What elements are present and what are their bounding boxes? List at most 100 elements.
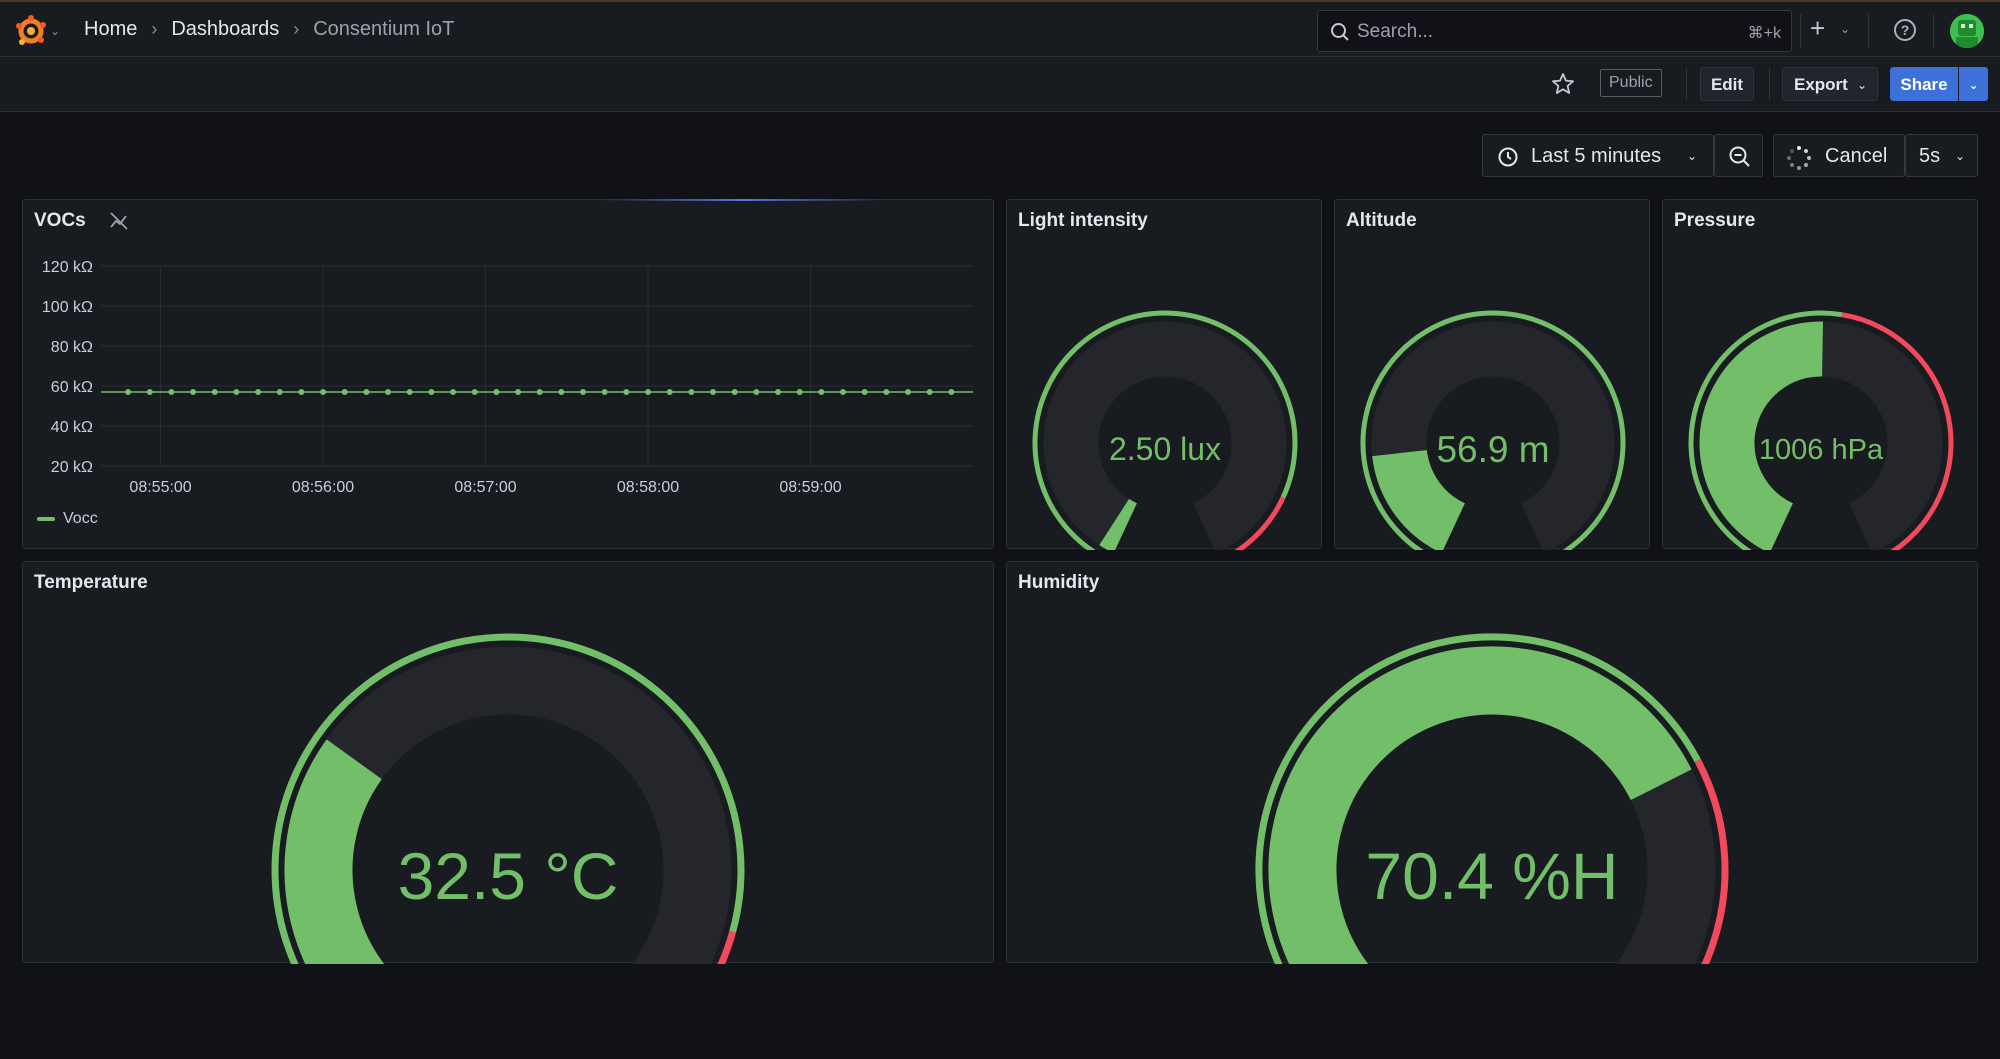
star-icon[interactable] xyxy=(1551,72,1575,96)
threshold-ring-ok xyxy=(1360,310,1626,550)
threshold-ring-alert xyxy=(717,930,737,964)
data-point[interactable] xyxy=(905,389,912,395)
threshold-ring-ok xyxy=(271,633,745,964)
data-point[interactable] xyxy=(948,389,955,395)
pressure-gauge: 1006 hPa xyxy=(1688,310,1954,550)
panel-temperature[interactable]: Temperature 32.5 °C xyxy=(22,561,994,964)
data-point[interactable] xyxy=(818,389,825,395)
data-point[interactable] xyxy=(688,389,695,395)
data-point[interactable] xyxy=(580,389,587,395)
data-point[interactable] xyxy=(255,389,262,395)
panel-pressure[interactable]: Pressure 1006 hPa xyxy=(1662,199,1978,550)
data-point[interactable] xyxy=(450,389,457,395)
avatar[interactable] xyxy=(1950,14,1984,48)
help-icon[interactable]: ? xyxy=(1894,19,1916,41)
divider xyxy=(1933,14,1934,48)
data-point[interactable] xyxy=(710,389,717,395)
data-point[interactable] xyxy=(146,389,153,395)
zoom-out-button[interactable] xyxy=(1714,134,1763,177)
data-point[interactable] xyxy=(515,389,522,395)
panel-light-intensity[interactable]: Light intensity 2.50 lux xyxy=(1006,199,1322,550)
search-placeholder: Search... xyxy=(1357,21,1434,42)
breadcrumb-dashboards[interactable]: Dashboards xyxy=(171,18,280,40)
chart-line-slash-icon[interactable] xyxy=(109,211,129,231)
data-point[interactable] xyxy=(666,389,673,395)
data-point[interactable] xyxy=(363,389,370,395)
data-point[interactable] xyxy=(558,389,565,395)
data-point[interactable] xyxy=(233,389,240,395)
chevron-down-icon[interactable]: ⌄ xyxy=(1840,22,1851,36)
data-point[interactable] xyxy=(775,389,782,395)
share-options-button[interactable]: ⌄ xyxy=(1959,67,1988,101)
legend-label[interactable]: Vocc xyxy=(63,510,98,527)
data-point[interactable] xyxy=(601,389,608,395)
data-point[interactable] xyxy=(753,389,760,395)
data-point[interactable] xyxy=(861,389,868,395)
divider xyxy=(1868,14,1869,48)
share-button[interactable]: Share xyxy=(1890,67,1958,101)
panel-humidity[interactable]: Humidity 70.4 %H xyxy=(1006,561,1978,964)
edit-button[interactable]: Edit xyxy=(1700,67,1754,101)
x-tick-label: 08:55:00 xyxy=(129,479,191,496)
gauge-value-label: 2.50 lux xyxy=(1109,431,1221,467)
data-point[interactable] xyxy=(926,389,933,395)
breadcrumb-home[interactable]: Home xyxy=(84,18,138,40)
y-tick-label: 40 kΩ xyxy=(51,419,93,436)
vocs-line-chart: 20 kΩ 40 kΩ 60 kΩ 80 kΩ 100 kΩ 120 kΩ 08:55:00… xyxy=(42,259,973,496)
grafana-logo-icon[interactable] xyxy=(14,14,48,48)
breadcrumb-separator-icon: › xyxy=(151,19,158,39)
threshold-ring-ok xyxy=(1688,310,1843,550)
chevron-down-icon[interactable]: ⌄ xyxy=(50,24,61,38)
export-button-label: Export xyxy=(1794,75,1848,94)
data-point[interactable] xyxy=(623,389,630,395)
data-point[interactable] xyxy=(731,389,738,395)
loading-spinner-icon xyxy=(1787,146,1811,170)
data-point[interactable] xyxy=(341,389,348,395)
x-tick-label: 08:58:00 xyxy=(617,479,679,496)
y-tick-label: 20 kΩ xyxy=(51,459,93,476)
panel-altitude[interactable]: Altitude 56.9 m xyxy=(1334,199,1650,550)
data-point[interactable] xyxy=(125,389,132,395)
export-button[interactable]: Export ⌄ xyxy=(1782,67,1878,101)
data-point[interactable] xyxy=(190,389,197,395)
data-point[interactable] xyxy=(840,389,847,395)
panel-title: Light intensity xyxy=(1018,210,1148,231)
gauge-track xyxy=(284,646,732,964)
cancel-refresh-button[interactable]: Cancel xyxy=(1773,134,1905,177)
data-point[interactable] xyxy=(168,389,175,395)
data-point[interactable] xyxy=(298,389,305,395)
data-point[interactable] xyxy=(276,389,283,395)
public-badge[interactable]: Public xyxy=(1600,69,1662,97)
data-point[interactable] xyxy=(536,389,543,395)
panel-title: Altitude xyxy=(1346,210,1417,231)
y-tick-label: 80 kΩ xyxy=(51,339,93,356)
data-point[interactable] xyxy=(645,389,652,395)
panel-title: Temperature xyxy=(34,572,148,593)
data-point[interactable] xyxy=(796,389,803,395)
data-point[interactable] xyxy=(428,389,435,395)
refresh-interval-picker[interactable]: 5s ⌄ xyxy=(1905,134,1978,177)
divider xyxy=(1800,14,1801,48)
light-gauge: 2.50 lux xyxy=(1032,310,1298,550)
data-point[interactable] xyxy=(211,389,218,395)
x-tick-label: 08:57:00 xyxy=(454,479,516,496)
data-point[interactable] xyxy=(320,389,327,395)
time-range-picker[interactable]: Last 5 minutes ⌄ xyxy=(1482,134,1714,177)
data-point[interactable] xyxy=(406,389,413,395)
chevron-down-icon: ⌄ xyxy=(1686,149,1697,163)
data-point[interactable] xyxy=(883,389,890,395)
cancel-label: Cancel xyxy=(1825,145,1888,167)
add-icon[interactable]: + xyxy=(1810,13,1826,43)
data-point[interactable] xyxy=(471,389,478,395)
breadcrumb-separator-icon: › xyxy=(293,19,300,39)
gauge-value-label: 32.5 °C xyxy=(398,839,619,913)
data-point[interactable] xyxy=(493,389,500,395)
avatar-image-icon xyxy=(1950,14,1984,48)
divider xyxy=(1769,67,1770,101)
panel-title: VOCs xyxy=(34,210,86,231)
data-point[interactable] xyxy=(385,389,392,395)
search-icon xyxy=(1331,23,1349,41)
breadcrumb: Home › Dashboards › Consentium IoT xyxy=(84,18,454,41)
search-input[interactable]: Search... ⌘+k xyxy=(1317,10,1792,52)
panel-vocs[interactable]: VOCs 20 kΩ 40 kΩ 60 kΩ 80 kΩ 100 kΩ 120 kΩ 08:… xyxy=(22,199,994,549)
